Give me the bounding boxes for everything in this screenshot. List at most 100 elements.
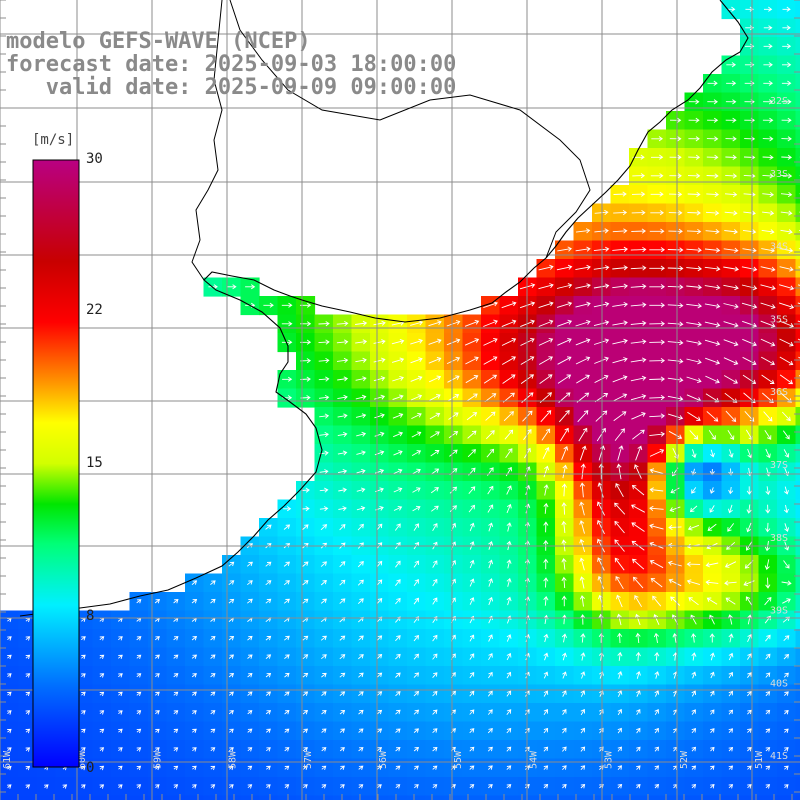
wind-arrow <box>357 635 364 641</box>
wind-arrow <box>81 765 86 771</box>
wind-arrow <box>355 357 367 363</box>
wind-speed-cell <box>795 425 800 445</box>
wind-arrow <box>136 710 142 715</box>
wind-arrow <box>667 247 684 253</box>
wind-arrow <box>593 283 610 289</box>
wind-arrow <box>691 784 697 789</box>
wind-arrow <box>612 265 628 271</box>
wind-arrow <box>357 598 364 605</box>
wind-arrow <box>631 558 645 570</box>
wind-arrow <box>649 468 664 475</box>
wind-speed-cell <box>795 721 800 741</box>
wind-arrow <box>410 375 423 382</box>
latitude-label: 33S <box>770 169 788 180</box>
wind-arrow <box>338 468 348 475</box>
wind-arrow <box>543 484 549 496</box>
wind-arrow <box>374 450 385 456</box>
wind-arrow <box>210 710 216 715</box>
wind-arrow <box>432 523 438 532</box>
wind-arrow <box>447 393 460 402</box>
wind-arrow <box>614 502 626 515</box>
wind-arrow <box>689 505 698 513</box>
wind-arrow <box>543 558 549 570</box>
wind-speed-cell <box>74 795 94 800</box>
wind-arrow <box>467 449 476 458</box>
wind-arrow <box>468 486 476 494</box>
wind-speed-cell <box>370 795 390 800</box>
wind-arrow <box>392 375 404 382</box>
wind-arrow <box>357 523 364 531</box>
wind-arrow <box>395 653 401 660</box>
wind-arrow <box>538 319 554 327</box>
wind-arrow <box>784 523 790 532</box>
wind-arrow <box>761 247 775 253</box>
wind-arrow <box>469 690 475 697</box>
wind-arrow <box>228 561 235 567</box>
wind-arrow <box>630 247 647 253</box>
wind-arrow <box>762 136 774 142</box>
wind-arrow <box>339 691 346 696</box>
wind-arrow <box>668 228 683 234</box>
wind-arrow <box>784 728 789 733</box>
wind-arrow <box>543 577 549 588</box>
wind-arrow <box>25 710 31 715</box>
latitude-label: 35S <box>770 314 788 325</box>
wind-arrow <box>376 635 383 641</box>
wind-arrow <box>631 412 646 420</box>
wind-arrow <box>7 710 12 715</box>
wind-arrow <box>358 747 364 752</box>
wind-arrow <box>25 765 31 771</box>
wind-arrow <box>393 505 403 511</box>
wind-arrow <box>44 784 49 789</box>
wind-arrow <box>579 501 585 516</box>
wind-arrow <box>705 562 719 568</box>
wind-arrow <box>725 410 737 422</box>
wind-arrow <box>597 575 605 590</box>
wind-arrow <box>339 654 346 660</box>
country-border <box>229 0 591 259</box>
wind-arrow <box>723 321 739 328</box>
wind-arrow <box>654 765 660 770</box>
wind-arrow <box>579 520 585 534</box>
wind-arrow <box>376 765 382 770</box>
wind-arrow <box>765 784 771 789</box>
wind-arrow <box>686 376 702 384</box>
wind-arrow <box>302 580 309 586</box>
wind-speed-cell <box>795 555 800 575</box>
wind-arrow <box>263 302 274 308</box>
wind-speed-cell <box>277 795 297 800</box>
wind-arrow <box>247 691 253 696</box>
wind-arrow <box>392 394 404 401</box>
wind-arrow <box>446 320 461 327</box>
wind-arrow <box>616 613 622 626</box>
wind-arrow <box>501 337 517 346</box>
latitude-label: 36S <box>770 387 788 398</box>
wind-arrow <box>691 671 697 679</box>
wind-arrow <box>173 728 179 734</box>
wind-arrow <box>617 746 623 752</box>
wind-arrow <box>704 321 721 328</box>
wind-arrow <box>446 356 461 365</box>
wind-arrow <box>650 578 663 588</box>
wind-arrow <box>7 747 12 752</box>
wind-arrow <box>447 375 460 383</box>
wind-arrow <box>617 708 623 716</box>
wind-arrow <box>691 487 697 494</box>
wind-arrow <box>25 728 31 734</box>
wind-arrow <box>630 302 647 308</box>
wind-arrow <box>247 728 253 734</box>
wind-arrow <box>580 614 586 625</box>
colorbar <box>32 159 80 768</box>
wind-arrow <box>705 229 720 235</box>
wind-arrow <box>559 427 569 442</box>
wind-arrow <box>557 319 573 327</box>
wind-arrow <box>356 487 366 493</box>
colorbar-tick-8: 8 <box>86 608 95 624</box>
wind-arrow <box>575 338 591 346</box>
wind-arrow <box>538 283 554 290</box>
wind-arrow <box>318 376 330 382</box>
wind-arrow <box>321 672 327 678</box>
wind-arrow <box>284 672 290 678</box>
wind-arrow <box>432 653 438 660</box>
wind-arrow <box>558 409 570 423</box>
